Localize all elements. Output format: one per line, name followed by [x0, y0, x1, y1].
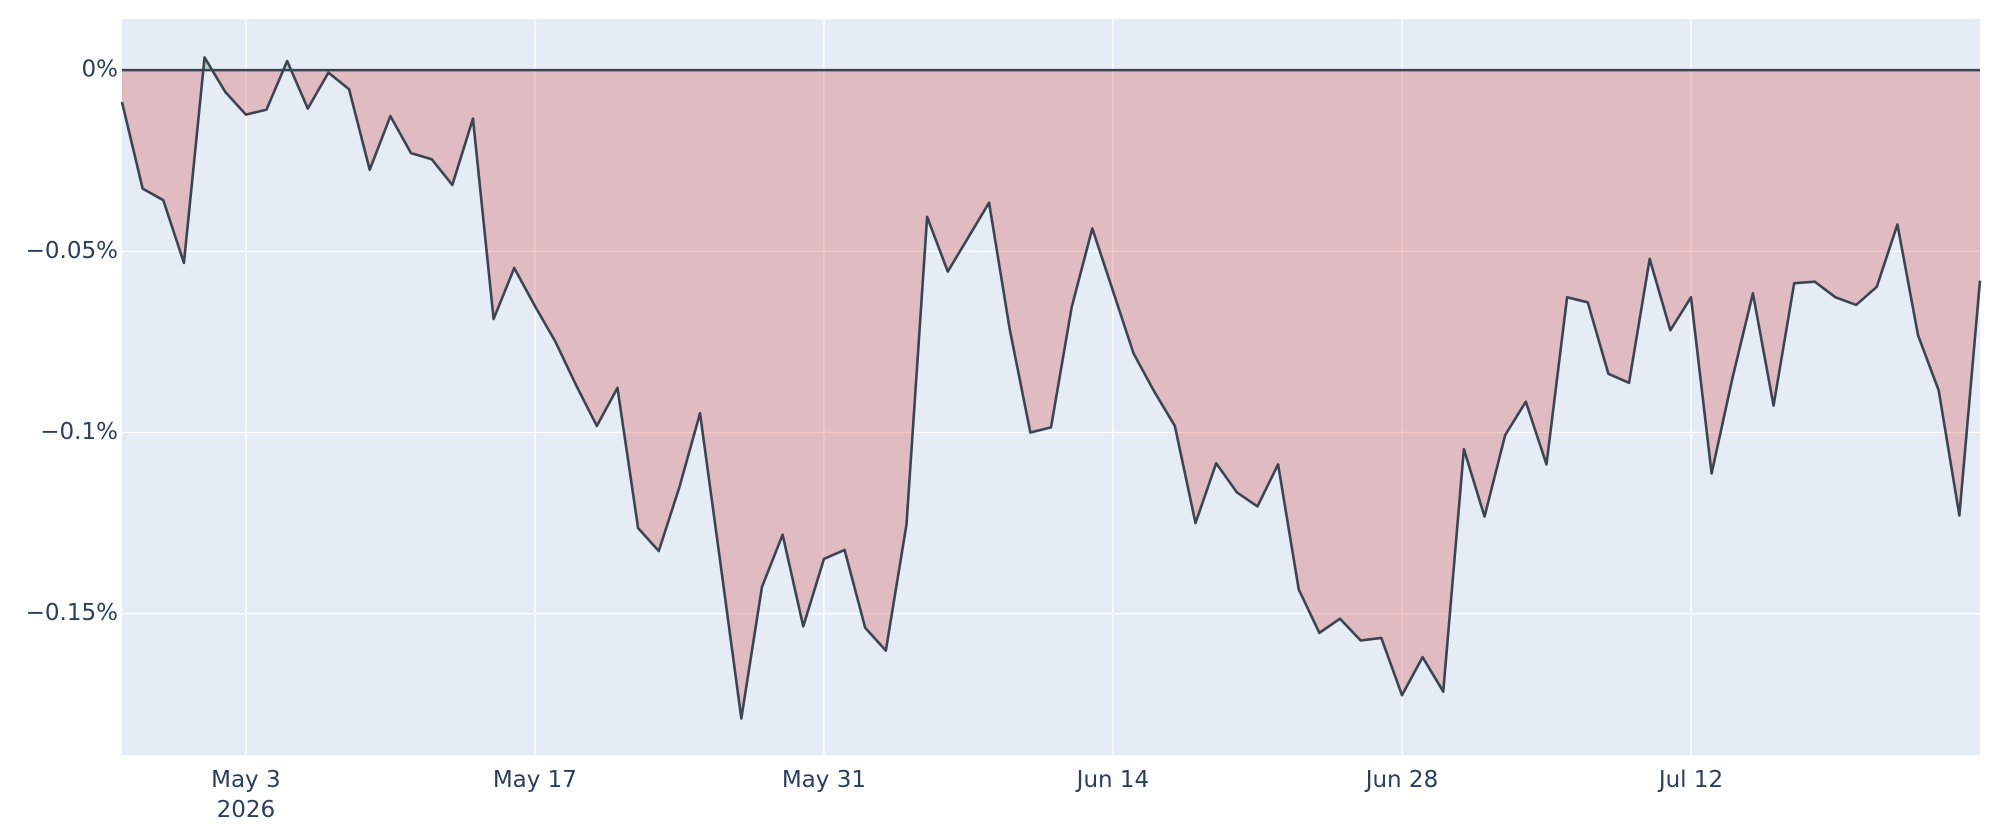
x-tick-label: May 31 [782, 767, 866, 793]
x-tick-label: May 17 [493, 767, 577, 793]
y-tick-label: −0.15% [26, 600, 118, 626]
x-tick-label-line: May 17 [493, 767, 577, 793]
x-tick-label: Jun 14 [1075, 767, 1150, 793]
plot-background [122, 19, 1980, 755]
x-tick-label-line: May 31 [782, 767, 866, 793]
x-tick-label-line: Jul 12 [1657, 767, 1723, 793]
x-tick-label: May 3 2026 [211, 767, 281, 823]
negative-area [122, 70, 1980, 719]
x-tick-label-line: 2026 [217, 797, 276, 823]
x-tick-label: Jul 12 [1657, 767, 1723, 793]
x-tick-label-line: Jun 28 [1364, 767, 1439, 793]
x-tick-label-line: Jun 14 [1075, 767, 1150, 793]
y-tick-label: −0.1% [40, 419, 118, 445]
line [120, 56, 1982, 720]
x-tick-label-line: May 3 [211, 767, 281, 793]
x-tick-label: Jun 28 [1364, 767, 1439, 793]
y-tick-label: −0.05% [26, 238, 118, 264]
y-tick-label: 0% [82, 57, 119, 83]
